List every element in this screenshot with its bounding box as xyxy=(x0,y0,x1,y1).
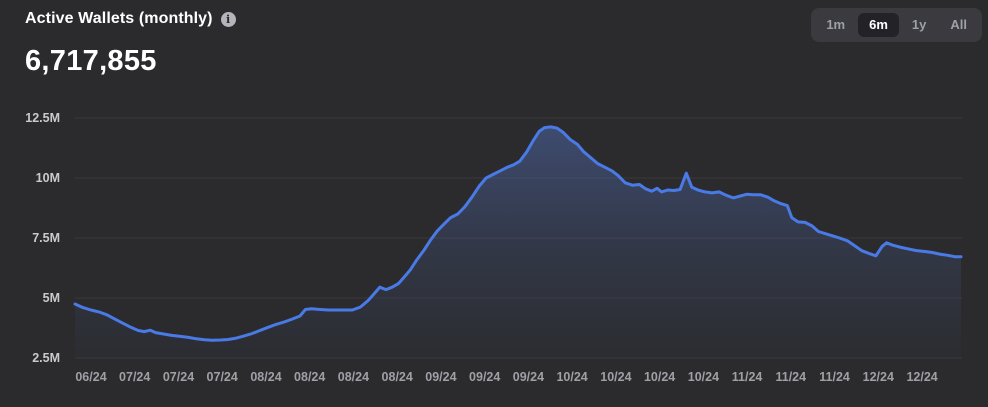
y-axis-label: 12.5M xyxy=(25,111,60,125)
range-button-1y[interactable]: 1y xyxy=(901,13,937,37)
range-button-all[interactable]: All xyxy=(939,13,978,37)
chart-header: Active Wallets (monthly) i 6,717,855 xyxy=(25,10,236,78)
y-axis-label: 7.5M xyxy=(32,231,60,245)
x-axis-label: 11/24 xyxy=(732,370,763,384)
x-axis-label: 08/24 xyxy=(338,370,369,384)
y-axis-label: 10M xyxy=(36,171,60,185)
current-value: 6,717,855 xyxy=(25,45,157,77)
x-axis-label: 10/24 xyxy=(556,370,587,384)
x-axis-label: 06/24 xyxy=(75,370,106,384)
x-axis-label: 11/24 xyxy=(819,370,850,384)
x-axis-label: 07/24 xyxy=(119,370,150,384)
x-axis-label: 08/24 xyxy=(250,370,281,384)
chart-line xyxy=(73,125,963,342)
x-axis-label: 10/24 xyxy=(688,370,719,384)
x-axis-label: 12/24 xyxy=(906,370,937,384)
x-axis-label: 11/24 xyxy=(776,370,807,384)
x-axis-label: 09/24 xyxy=(513,370,544,384)
x-axis-label: 07/24 xyxy=(163,370,194,384)
info-icon[interactable]: i xyxy=(220,11,236,27)
y-axis-label: 5M xyxy=(43,291,60,305)
x-axis-label: 08/24 xyxy=(294,370,325,384)
x-axis-label: 09/24 xyxy=(469,370,500,384)
x-axis-label: 09/24 xyxy=(425,370,456,384)
x-axis-label: 07/24 xyxy=(207,370,238,384)
range-button-1m[interactable]: 1m xyxy=(815,13,856,37)
chart-area-fill xyxy=(75,126,961,359)
chart-title: Active Wallets (monthly) xyxy=(25,10,213,27)
time-range-selector: 1m 6m 1y All xyxy=(811,8,982,42)
x-axis-label: 10/24 xyxy=(644,370,675,384)
x-axis-label: 12/24 xyxy=(863,370,894,384)
y-axis-label: 2.5M xyxy=(32,351,60,365)
range-button-6m[interactable]: 6m xyxy=(858,13,899,37)
x-axis-label: 08/24 xyxy=(382,370,413,384)
x-axis-label: 10/24 xyxy=(600,370,631,384)
